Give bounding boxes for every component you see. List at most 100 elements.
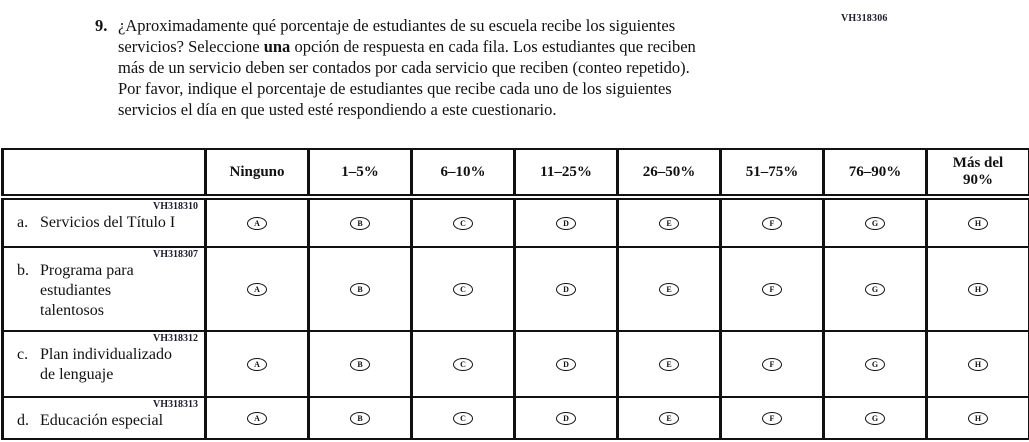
option-bubble-b[interactable]: B bbox=[350, 357, 370, 371]
option-cell: C bbox=[410, 246, 516, 332]
column-header-26-50: 26–50% bbox=[616, 148, 722, 200]
question-number: 9. bbox=[95, 16, 108, 35]
row-label: d. Educación especial bbox=[4, 411, 200, 431]
row-code: VH318312 bbox=[153, 333, 198, 344]
row-label-cell: VH318313 d. Educación especial bbox=[1, 396, 207, 440]
option-cell: D bbox=[513, 330, 619, 398]
table-row-b: VH318307 b. Programa para estudiantes ta… bbox=[1, 246, 1029, 332]
row-label-text: Programa para estudiantes talentosos bbox=[40, 262, 134, 319]
option-cell: A bbox=[204, 246, 310, 332]
column-header-ninguno: Ninguno bbox=[204, 148, 310, 200]
option-bubble-g[interactable]: G bbox=[865, 411, 885, 425]
row-letter: d. bbox=[17, 412, 29, 429]
option-cell: G bbox=[822, 246, 928, 332]
option-cell: F bbox=[719, 396, 825, 440]
column-header-1-5: 1–5% bbox=[307, 148, 413, 200]
option-bubble-f[interactable]: F bbox=[762, 411, 782, 425]
option-cell: H bbox=[925, 396, 1029, 440]
option-bubble-d[interactable]: D bbox=[556, 357, 576, 371]
option-cell: C bbox=[410, 196, 516, 248]
option-bubble-c[interactable]: C bbox=[453, 282, 473, 296]
row-letter: b. bbox=[17, 262, 29, 279]
option-bubble-d[interactable]: D bbox=[556, 282, 576, 296]
option-cell: C bbox=[410, 330, 516, 398]
response-matrix-table: Ninguno 1–5% 6–10% 11–25% 26–50% 51–75% … bbox=[1, 148, 1029, 440]
option-cell: D bbox=[513, 196, 619, 248]
option-cell: G bbox=[822, 196, 928, 248]
option-cell: H bbox=[925, 330, 1029, 398]
option-bubble-h[interactable]: H bbox=[968, 216, 988, 230]
option-bubble-e[interactable]: E bbox=[659, 282, 679, 296]
row-code: VH318310 bbox=[153, 201, 198, 212]
option-cell: D bbox=[513, 246, 619, 332]
option-cell: G bbox=[822, 330, 928, 398]
option-cell: D bbox=[513, 396, 619, 440]
option-cell: A bbox=[204, 330, 310, 398]
option-bubble-h[interactable]: H bbox=[968, 357, 988, 371]
option-cell: H bbox=[925, 196, 1029, 248]
question-text-post: opción de respuesta en cada fila. Los es… bbox=[118, 37, 696, 119]
row-label-text: Plan individualizado de lenguaje bbox=[40, 346, 172, 383]
row-label-text: Educación especial bbox=[40, 412, 164, 429]
option-bubble-e[interactable]: E bbox=[659, 357, 679, 371]
question-block: 9. ¿Aproximadamente qué porcentaje de es… bbox=[95, 15, 705, 120]
option-bubble-h[interactable]: H bbox=[968, 282, 988, 296]
column-header-11-25: 11–25% bbox=[513, 148, 619, 200]
option-cell: A bbox=[204, 196, 310, 248]
option-bubble-f[interactable]: F bbox=[762, 357, 782, 371]
option-cell: E bbox=[616, 330, 722, 398]
option-bubble-e[interactable]: E bbox=[659, 216, 679, 230]
option-bubble-h[interactable]: H bbox=[968, 411, 988, 425]
header-row: Ninguno 1–5% 6–10% 11–25% 26–50% 51–75% … bbox=[1, 148, 1029, 200]
option-cell: B bbox=[307, 196, 413, 248]
question-text-pre: ¿Aproximadamente qué porcentaje de estud… bbox=[118, 16, 676, 56]
option-bubble-d[interactable]: D bbox=[556, 411, 576, 425]
option-cell: E bbox=[616, 396, 722, 440]
question-text: ¿Aproximadamente qué porcentaje de estud… bbox=[118, 15, 696, 120]
option-bubble-g[interactable]: G bbox=[865, 216, 885, 230]
row-label: c. Plan individualizado de lenguaje bbox=[4, 345, 200, 385]
option-bubble-g[interactable]: G bbox=[865, 282, 885, 296]
option-cell: F bbox=[719, 330, 825, 398]
option-bubble-e[interactable]: E bbox=[659, 411, 679, 425]
option-bubble-b[interactable]: B bbox=[350, 411, 370, 425]
row-label-cell: VH318310 a. Servicios del Título I bbox=[1, 196, 207, 248]
option-cell: F bbox=[719, 246, 825, 332]
option-bubble-c[interactable]: C bbox=[453, 216, 473, 230]
option-bubble-a[interactable]: A bbox=[247, 357, 267, 371]
option-cell: F bbox=[719, 196, 825, 248]
option-cell: E bbox=[616, 196, 722, 248]
row-letter: a. bbox=[17, 214, 29, 231]
row-label: a. Servicios del Título I bbox=[4, 213, 200, 233]
option-bubble-f[interactable]: F bbox=[762, 216, 782, 230]
option-cell: B bbox=[307, 330, 413, 398]
option-bubble-b[interactable]: B bbox=[350, 216, 370, 230]
option-bubble-a[interactable]: A bbox=[247, 282, 267, 296]
option-cell: H bbox=[925, 246, 1029, 332]
question-id-code: VH318306 bbox=[841, 13, 888, 24]
row-letter: c. bbox=[17, 346, 29, 363]
question-text-bold: una bbox=[263, 37, 291, 56]
option-bubble-c[interactable]: C bbox=[453, 411, 473, 425]
option-cell: B bbox=[307, 396, 413, 440]
column-header-6-10: 6–10% bbox=[410, 148, 516, 200]
option-bubble-d[interactable]: D bbox=[556, 216, 576, 230]
row-label: b. Programa para estudiantes talentosos bbox=[4, 261, 200, 321]
option-bubble-g[interactable]: G bbox=[865, 357, 885, 371]
option-bubble-c[interactable]: C bbox=[453, 357, 473, 371]
table-row-c: VH318312 c. Plan individualizado de leng… bbox=[1, 330, 1029, 398]
table-row-a: VH318310 a. Servicios del Título I A B C… bbox=[1, 196, 1029, 248]
option-cell: A bbox=[204, 396, 310, 440]
row-label-text: Servicios del Título I bbox=[40, 214, 176, 231]
column-header-mas-del-90: Más del 90% bbox=[925, 148, 1029, 200]
option-cell: C bbox=[410, 396, 516, 440]
table-row-d: VH318313 d. Educación especial A B C D E… bbox=[1, 396, 1029, 440]
row-label-cell: VH318312 c. Plan individualizado de leng… bbox=[1, 330, 207, 398]
option-bubble-b[interactable]: B bbox=[350, 282, 370, 296]
option-bubble-a[interactable]: A bbox=[247, 216, 267, 230]
option-bubble-a[interactable]: A bbox=[247, 411, 267, 425]
row-label-cell: VH318307 b. Programa para estudiantes ta… bbox=[1, 246, 207, 332]
option-cell: E bbox=[616, 246, 722, 332]
option-bubble-f[interactable]: F bbox=[762, 282, 782, 296]
